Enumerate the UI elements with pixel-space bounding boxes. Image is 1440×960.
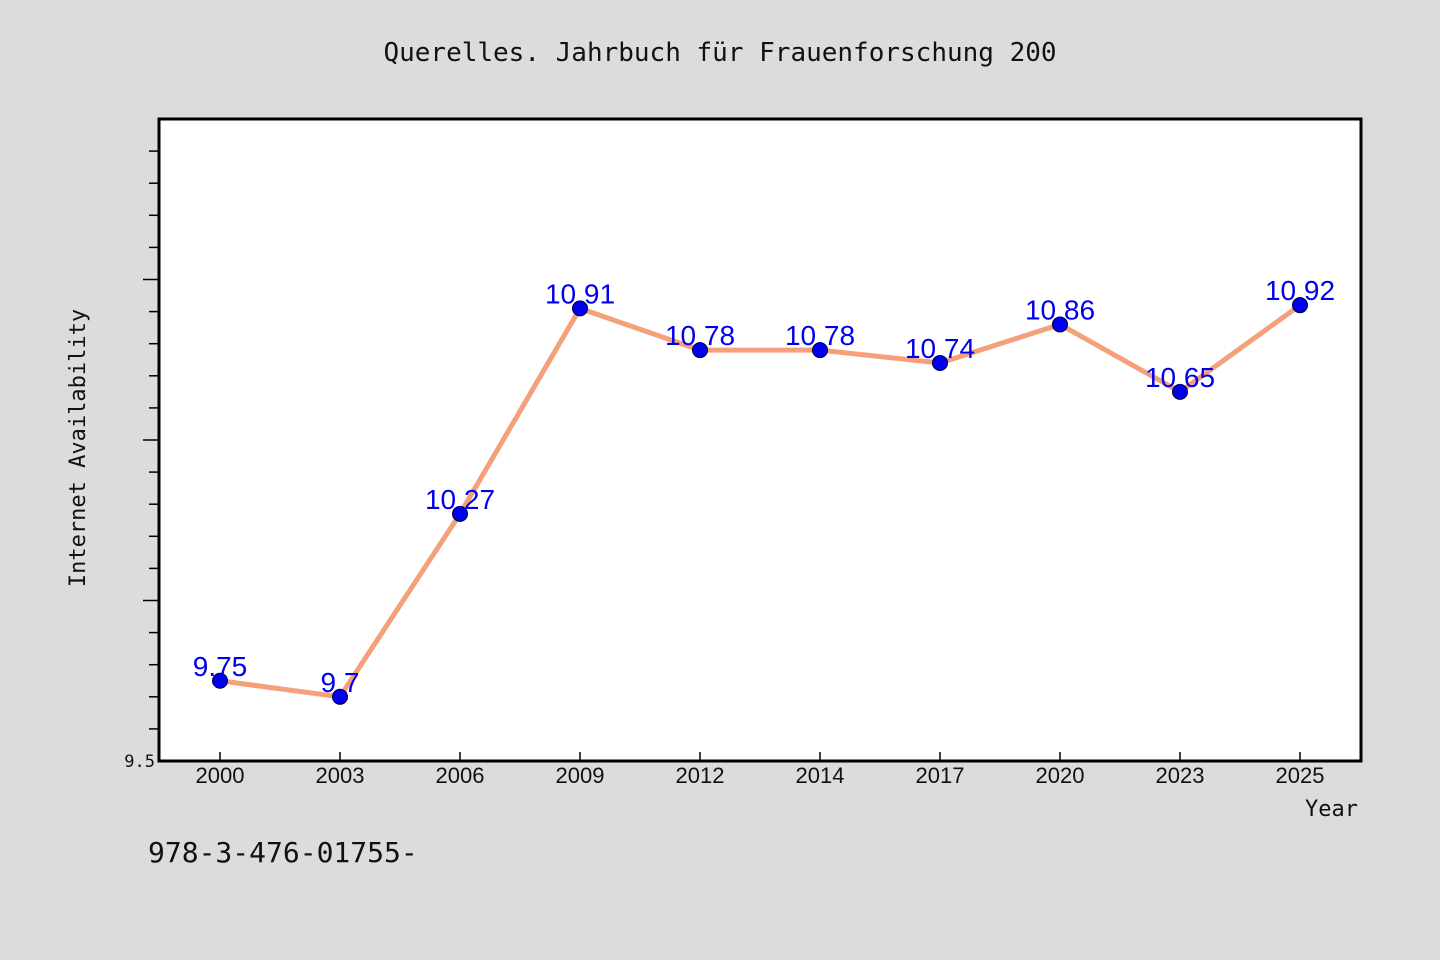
data-point-marker — [932, 354, 948, 371]
footnote-isbn: 978-3-476-01755- — [148, 836, 418, 869]
data-point-marker — [452, 505, 468, 522]
y-tick-label: 9.5 — [124, 752, 155, 772]
y-axis-label: Internet Availability — [66, 309, 91, 587]
data-points — [212, 297, 1308, 705]
data-label: 10.92 — [1265, 275, 1335, 306]
data-labels: 9.75 9.7 10.27 10.91 10.78 10.78 10.74 10.86 10.… — [193, 275, 1335, 698]
x-tick-label: 2003 — [316, 763, 365, 788]
x-tick-label: 2009 — [556, 763, 605, 788]
data-label: 10.74 — [905, 333, 975, 364]
data-label: 10.78 — [665, 320, 735, 351]
data-point-marker — [1052, 316, 1068, 333]
plot-frame — [157, 117, 1363, 763]
plot-area — [159, 119, 1361, 761]
x-tick-label: 2012 — [676, 763, 725, 788]
data-label: 10.86 — [1025, 294, 1095, 325]
data-label: 9.7 — [321, 667, 360, 698]
data-point-marker — [212, 672, 228, 689]
x-tick-label: 2006 — [436, 763, 485, 788]
x-axis-label: Year — [1305, 797, 1358, 822]
x-tick-label: 2000 — [196, 763, 245, 788]
x-tick-label: 2020 — [1036, 763, 1085, 788]
series-line — [217, 302, 1303, 700]
data-label: 10.27 — [425, 484, 495, 515]
data-point-marker — [572, 300, 588, 317]
data-point-marker — [1292, 297, 1308, 314]
data-label: 10.78 — [785, 320, 855, 351]
x-axis-ticks: 2000 2003 2006 2009 2012 2014 2017 2020 2023 2025 — [196, 752, 1325, 788]
chart-title: Querelles. Jahrbuch für Frauenforschung … — [383, 38, 1056, 68]
y-axis-ticks: 9.5 — [124, 150, 159, 772]
data-point-marker — [692, 342, 708, 359]
data-label: 9.75 — [193, 651, 248, 682]
x-tick-label: 2014 — [796, 763, 845, 788]
x-tick-label: 2025 — [1276, 763, 1325, 788]
data-label: 10.65 — [1145, 362, 1215, 393]
data-point-marker — [1172, 383, 1188, 400]
x-tick-label: 2017 — [916, 763, 965, 788]
x-tick-label: 2023 — [1156, 763, 1205, 788]
data-point-marker — [332, 688, 348, 705]
data-label: 10.91 — [545, 278, 615, 309]
data-point-marker — [812, 342, 828, 359]
